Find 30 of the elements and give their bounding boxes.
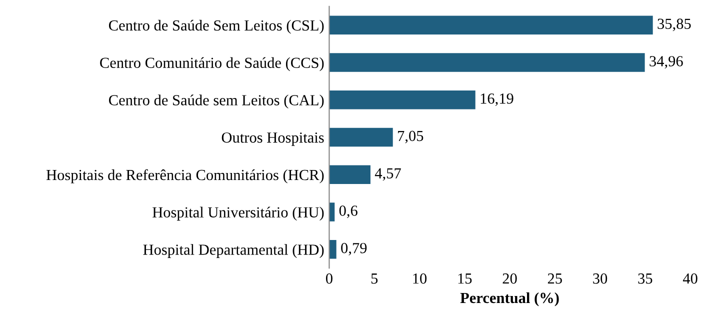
data-label: 7,05 (398, 130, 424, 144)
x-tick-label: 5 (371, 274, 378, 284)
y-tick-label: Centro de Saúde sem Leitos (CAL) (109, 94, 324, 108)
bar (329, 16, 653, 34)
x-tick-label: 0 (326, 273, 332, 284)
bar (329, 128, 393, 147)
y-tick-label: Outros Hospitais (222, 132, 324, 146)
x-tick-label: 40 (682, 273, 698, 284)
bar (329, 90, 476, 110)
y-tick-label: Centro de Saúde Sem Leitos (CSL) (109, 20, 324, 34)
x-axis-title: Percentual (%) (460, 292, 559, 306)
data-label: 35,85 (658, 18, 691, 32)
data-label: 0,6 (339, 206, 358, 218)
data-label: 34,96 (650, 56, 683, 69)
y-tick-label: Centro Comunitário de Saúde (CCS) (100, 57, 324, 72)
x-tick-label: 30 (593, 273, 608, 284)
y-tick-label: Hospital Universitário (HU) (152, 206, 324, 221)
x-tick-label: 15 (458, 273, 472, 284)
y-tick-label: Hospital Departamental (HD) (143, 244, 324, 258)
data-label: 16,19 (480, 93, 514, 106)
data-label: 4,57 (374, 168, 401, 181)
data-label: 0,79 (341, 242, 367, 256)
y-tick-label: Hospitais de Referência Comunitários (HCR) (46, 169, 324, 184)
x-tick-label: 20 (502, 273, 517, 284)
bar (329, 240, 336, 259)
x-tick-label: 35 (638, 273, 652, 284)
x-tick-label: 10 (413, 273, 427, 284)
x-tick-label: 25 (548, 273, 562, 284)
bar (329, 53, 645, 72)
bar (329, 165, 370, 184)
